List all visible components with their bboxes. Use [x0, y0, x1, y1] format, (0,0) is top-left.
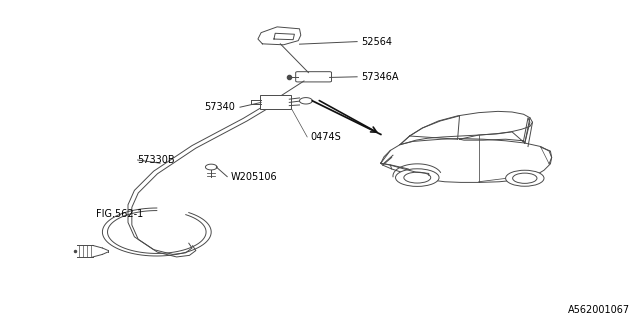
Text: A562001067: A562001067	[568, 305, 630, 316]
Ellipse shape	[396, 169, 439, 186]
Ellipse shape	[506, 170, 544, 186]
FancyBboxPatch shape	[296, 72, 332, 82]
Ellipse shape	[513, 173, 537, 183]
Text: 57340: 57340	[205, 102, 236, 112]
Text: 57330B: 57330B	[138, 155, 175, 165]
Text: W205106: W205106	[230, 172, 277, 182]
Text: 57346A: 57346A	[362, 72, 399, 82]
FancyBboxPatch shape	[260, 95, 291, 109]
Text: 0474S: 0474S	[310, 132, 341, 142]
Text: FIG.562-1: FIG.562-1	[96, 209, 143, 220]
Text: 52564: 52564	[362, 36, 392, 47]
Ellipse shape	[404, 172, 431, 183]
